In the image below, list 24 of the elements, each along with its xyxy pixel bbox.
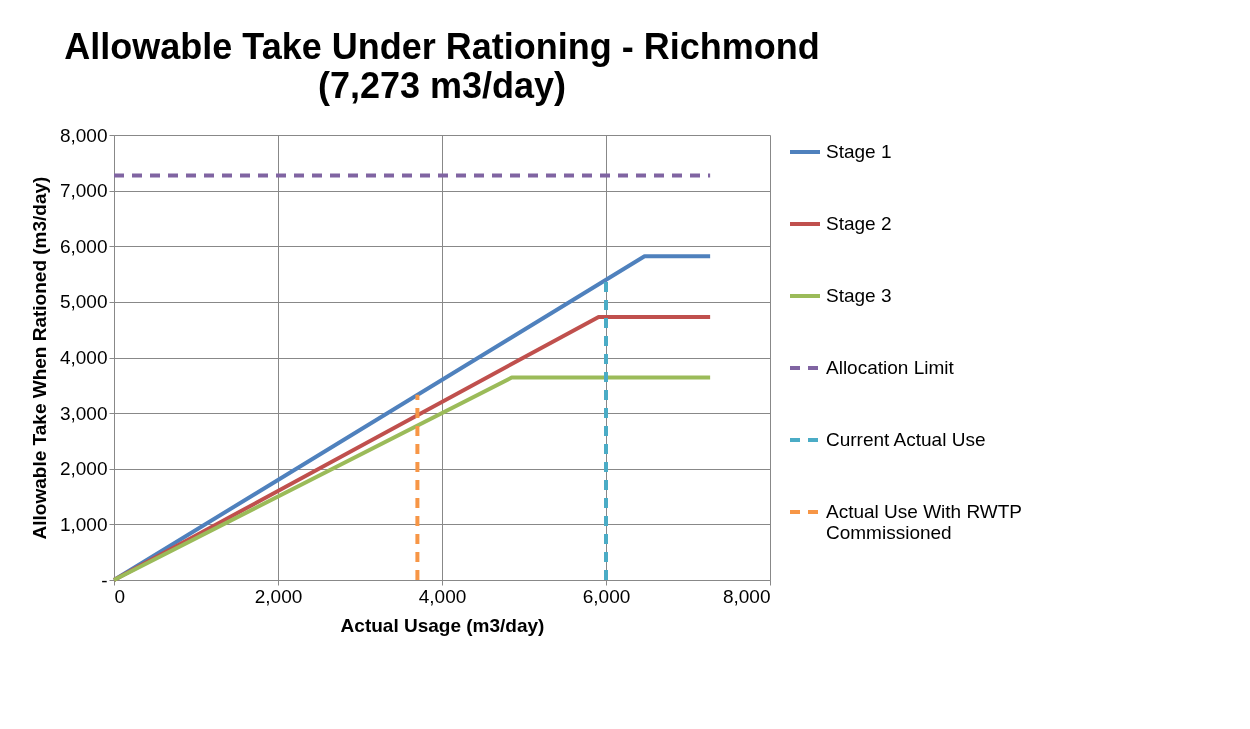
y-tick-label: 3,000: [59, 402, 108, 424]
legend-label: Current Actual Use: [826, 429, 986, 450]
x-tick-label: 2,000: [254, 585, 303, 607]
legend-label: Actual Use With RWTP Commissioned: [826, 501, 1023, 543]
y-tick-label: 7,000: [59, 180, 108, 202]
legend-label: Stage 3: [826, 285, 892, 306]
y-tick-label: 5,000: [59, 291, 108, 313]
y-tick-label: 2,000: [59, 458, 108, 480]
x-tick-label: 6,000: [582, 585, 631, 607]
x-tick-label: 0: [114, 585, 126, 607]
chart-title: Allowable Take Under Rationing - Richmond: [64, 26, 820, 67]
y-tick-label: 1,000: [59, 513, 108, 535]
legend-label: Allocation Limit: [826, 357, 955, 378]
y-tick-label: -: [101, 569, 108, 591]
legend-label: Stage 2: [826, 213, 892, 234]
y-tick-label: 4,000: [59, 347, 108, 368]
x-tick-label: 4,000: [418, 585, 467, 607]
y-tick-label: 8,000: [59, 124, 108, 146]
legend-label: Stage 1: [826, 141, 892, 162]
y-tick-label: 6,000: [59, 235, 108, 257]
x-tick-label: 8,000: [722, 585, 771, 607]
chart-subtitle: (7,273 m3/day): [317, 65, 567, 106]
y-axis-title: Allowable Take When Rationed (m3/day): [28, 176, 50, 540]
x-axis-title: Actual Usage (m3/day): [340, 614, 545, 636]
